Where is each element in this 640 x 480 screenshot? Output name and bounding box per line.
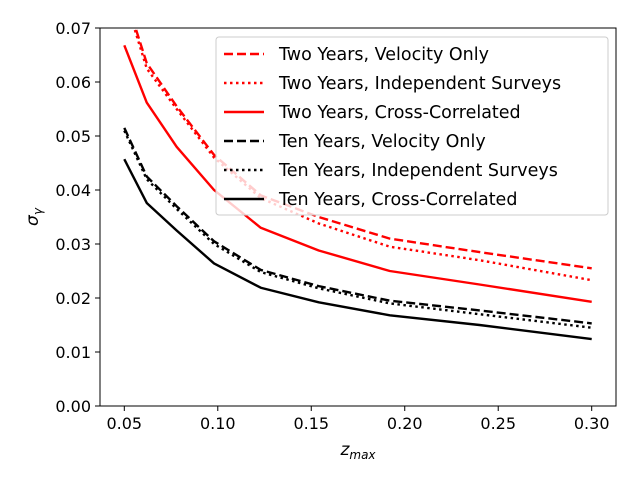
y-tick-label: 0.07 xyxy=(55,19,91,38)
y-tick-label: 0.01 xyxy=(55,343,91,362)
plot-frame xyxy=(99,27,617,407)
legend-box xyxy=(215,36,609,216)
series-line-3 xyxy=(123,44,592,303)
y-tick-label: 0.06 xyxy=(55,73,91,92)
y-tick-label: 0.04 xyxy=(55,181,91,200)
x-tick-label: 0.10 xyxy=(200,414,236,433)
x-tick-label: 0.05 xyxy=(106,414,142,433)
y-tick-label: 0.02 xyxy=(55,289,91,308)
legend-label-2: Two Years, Independent Surveys xyxy=(278,74,561,94)
x-axis-label: zmax xyxy=(339,440,376,462)
x-tick-label: 0.30 xyxy=(574,414,610,433)
legend-label-1: Two Years, Velocity Only xyxy=(278,45,489,65)
y-tick-label: 0.00 xyxy=(55,397,91,416)
series-line-5 xyxy=(123,130,592,329)
legend-label-5: Ten Years, Independent Surveys xyxy=(278,161,558,181)
legend-label-3: Two Years, Cross-Correlated xyxy=(278,103,521,123)
y-tick-label: 0.03 xyxy=(55,235,91,254)
series-line-4 xyxy=(123,127,592,325)
y-axis: 0.00 0.01 0.02 0.03 0.04 0.05 0.06 0.07 xyxy=(55,19,100,416)
x-tick-label: 0.20 xyxy=(387,414,423,433)
x-tick-label: 0.15 xyxy=(293,414,329,433)
series-line-6 xyxy=(123,158,592,341)
y-tick-label: 0.05 xyxy=(55,127,91,146)
series-layer xyxy=(123,28,592,341)
y-axis-label: σγ xyxy=(23,207,45,226)
x-tick-label: 0.25 xyxy=(480,414,516,433)
legend-label-4: Ten Years, Velocity Only xyxy=(278,132,486,152)
legend: Two Years, Velocity Only Two Years, Indep… xyxy=(215,36,609,216)
x-axis: 0.05 0.10 0.15 0.20 0.25 0.30 xyxy=(106,406,610,433)
legend-label-6: Ten Years, Cross-Correlated xyxy=(278,190,517,210)
